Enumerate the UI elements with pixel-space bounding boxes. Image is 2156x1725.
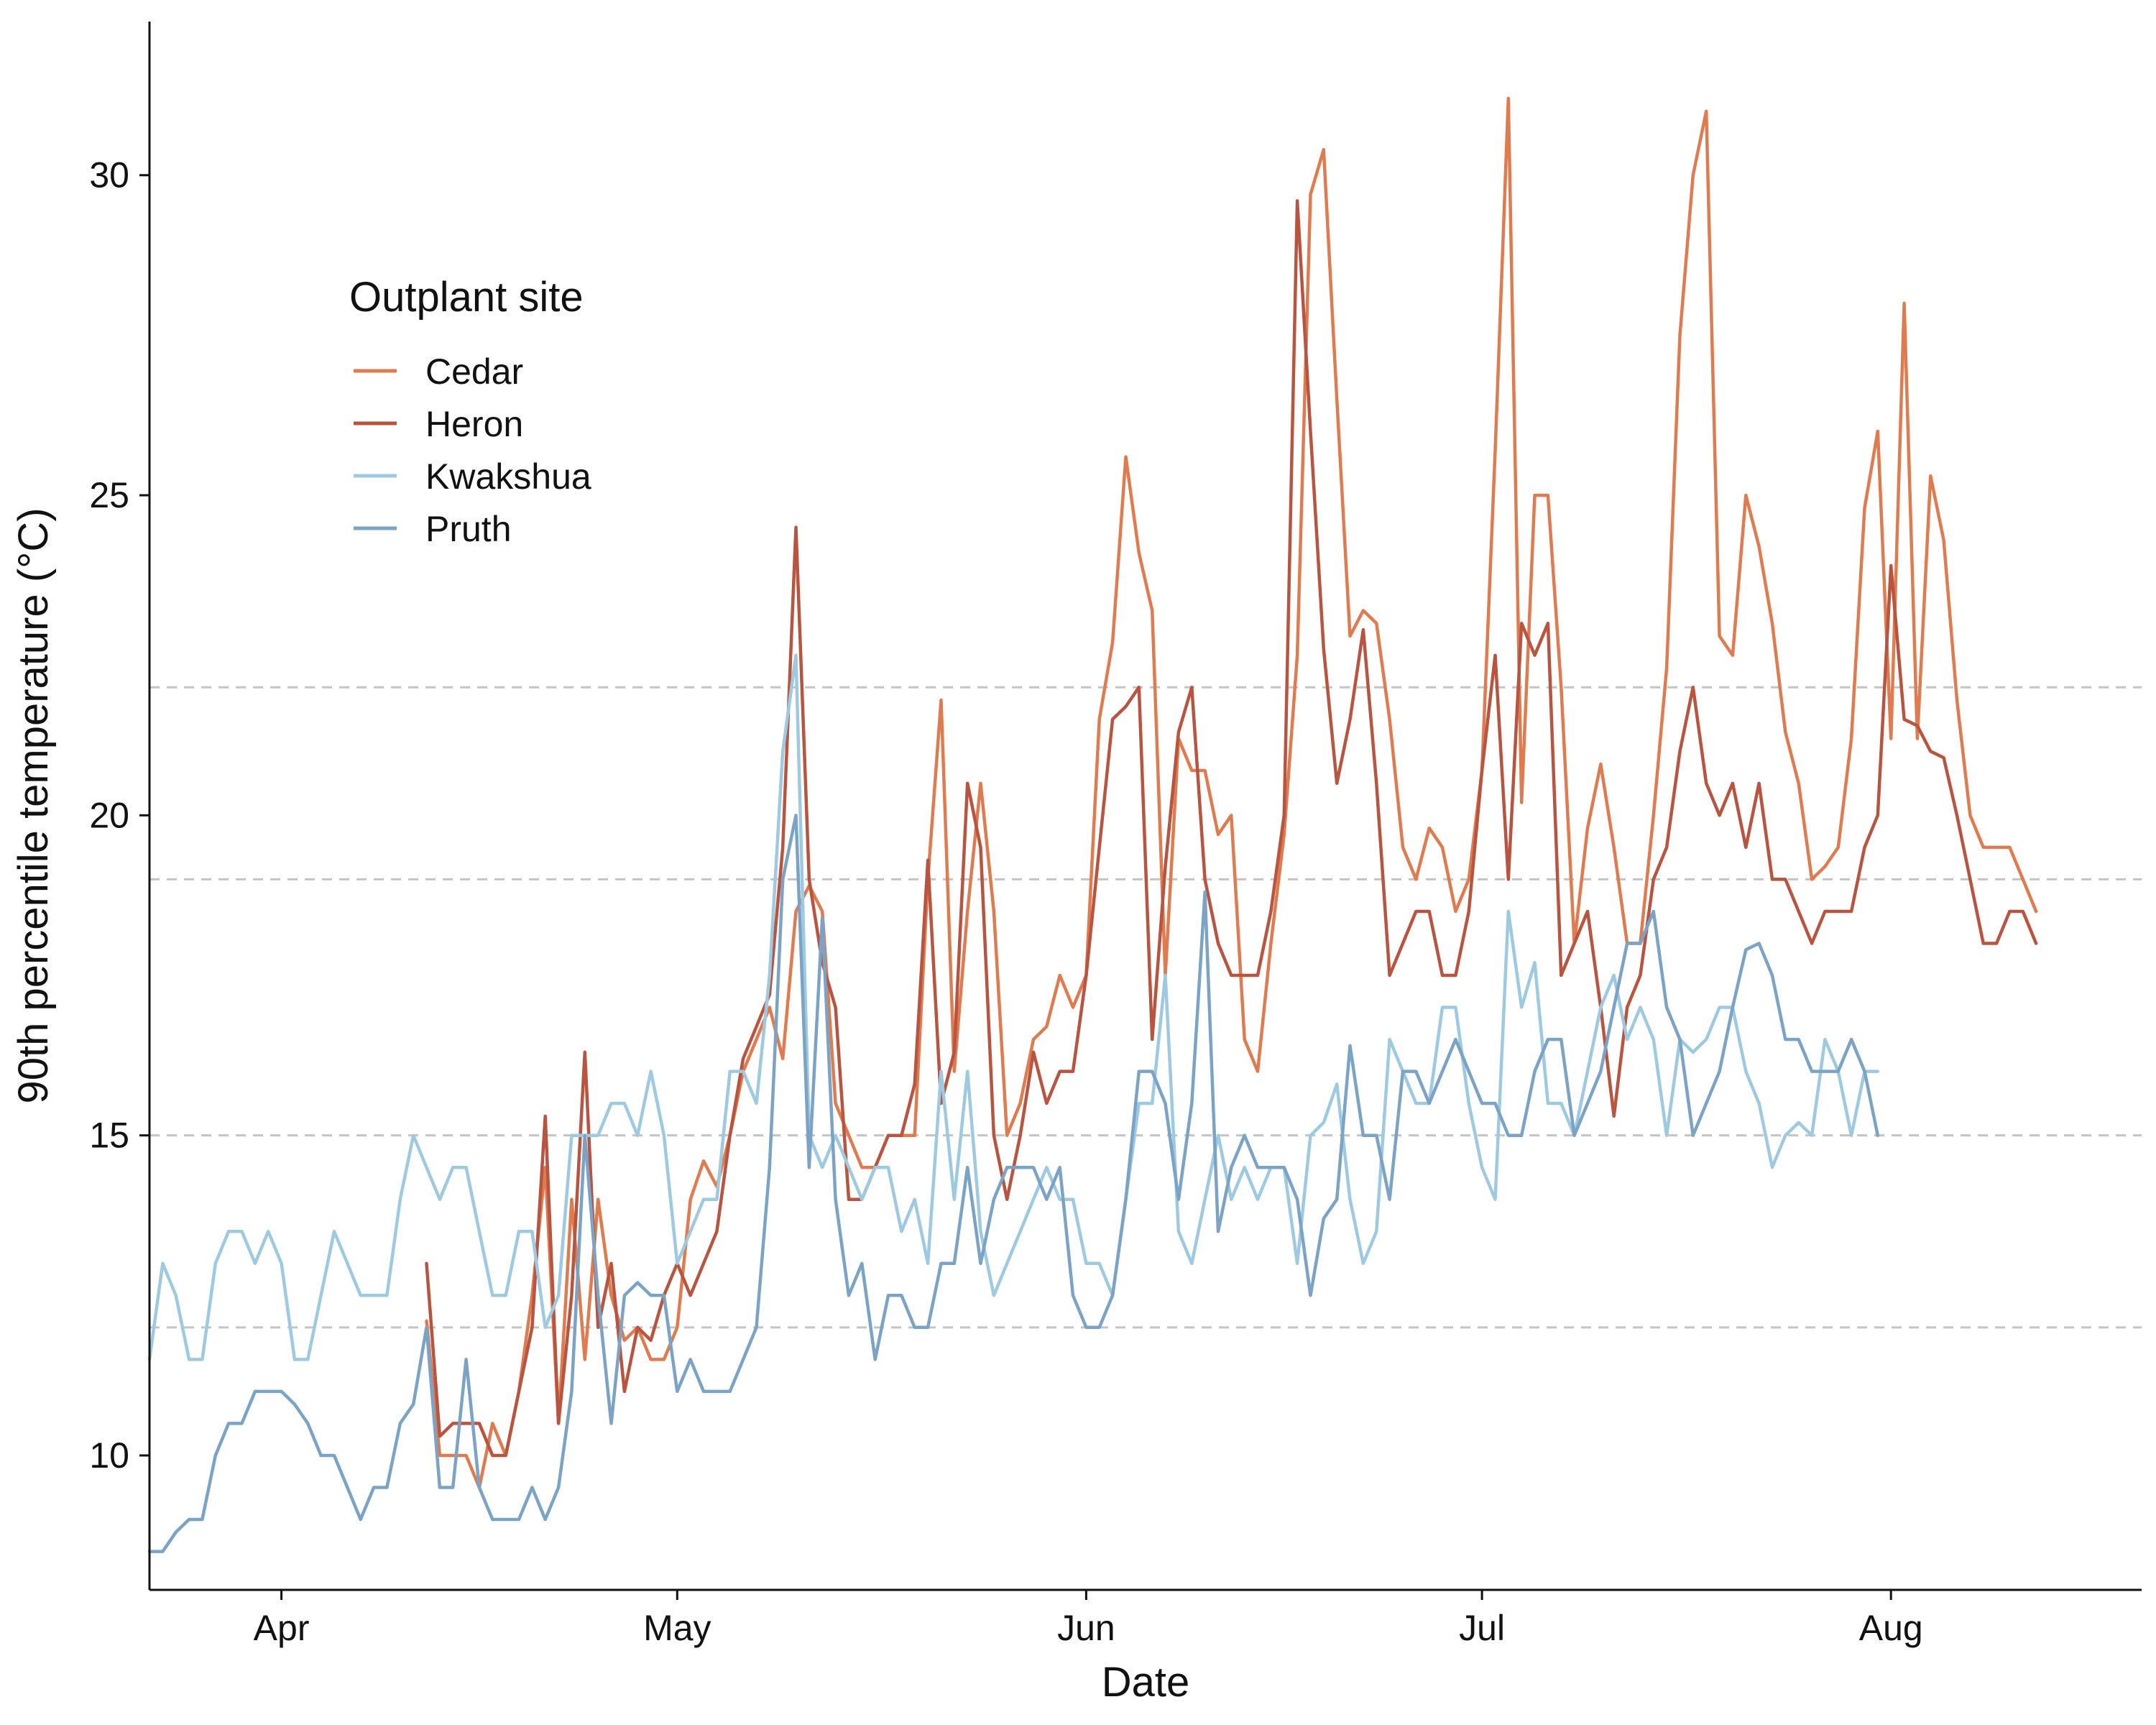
y-tick-label: 20 — [89, 795, 129, 835]
y-axis-title: 90th percentile temperature (°C) — [10, 507, 57, 1103]
y-tick-label: 15 — [89, 1116, 129, 1156]
y-tick-label: 25 — [89, 475, 129, 515]
x-tick-label: May — [643, 1608, 711, 1648]
y-tick-label: 30 — [89, 155, 129, 196]
x-tick-label: Apr — [254, 1608, 310, 1648]
x-tick-label: Jun — [1057, 1608, 1115, 1648]
x-axis-ticks: Apr May Jun Jul Aug — [254, 1590, 1923, 1648]
x-axis-title: Date — [1102, 1659, 1190, 1706]
x-tick-label: Aug — [1859, 1608, 1923, 1648]
legend-label-kwakshua: Kwakshua — [425, 456, 591, 497]
series-line-heron — [425, 199, 2038, 1458]
legend-label-pruth: Pruth — [425, 509, 512, 549]
legend: Outplant site Cedar Heron Kwakshua Pruth — [349, 274, 591, 549]
legend-label-heron: Heron — [425, 404, 523, 444]
series-line-cedar — [425, 96, 2038, 1489]
y-axis-ticks: 10 15 20 25 30 — [89, 155, 149, 1476]
legend-title: Outplant site — [349, 274, 584, 321]
series-line-kwakshua — [147, 653, 1880, 1361]
x-tick-label: Jul — [1459, 1608, 1505, 1648]
series-lines — [147, 96, 2038, 1553]
legend-label-cedar: Cedar — [425, 351, 523, 392]
y-tick-label: 10 — [89, 1435, 129, 1476]
series-line-pruth — [147, 814, 1880, 1553]
